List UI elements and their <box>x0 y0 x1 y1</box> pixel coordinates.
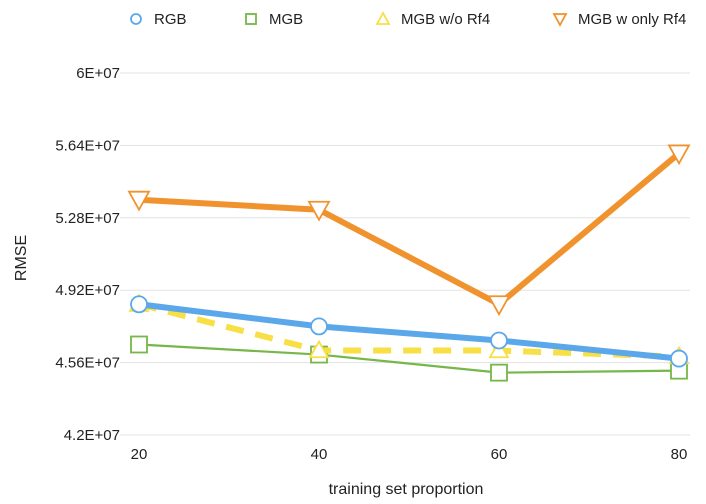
series-line <box>138 301 680 360</box>
y-tick-label: 4.92E+07 <box>55 282 120 299</box>
data-point <box>488 339 510 359</box>
data-point <box>308 339 330 359</box>
data-point <box>670 349 688 368</box>
y-axis-ticks: 4.2E+07 4.56E+07 4.92E+07 5.28E+07 5.64E+07 6… <box>55 65 120 444</box>
y-tick-label: 5.28E+07 <box>55 210 120 227</box>
x-tick-label: 40 <box>311 446 328 463</box>
series-line <box>136 150 682 308</box>
data-point <box>130 335 148 354</box>
x-tick-label: 20 <box>131 446 148 463</box>
series-mgb-w-only-rf4 <box>127 144 691 317</box>
y-tick-label: 4.56E+07 <box>55 355 120 372</box>
grid-lines <box>120 72 690 436</box>
data-point <box>307 200 331 222</box>
legend-label: MGB <box>269 11 303 28</box>
data-point <box>127 190 151 212</box>
legend-marker <box>552 13 568 27</box>
series-line <box>137 343 681 374</box>
legend-item-mgb: MGB <box>245 11 303 28</box>
legend-item-rgb: RGB <box>130 11 187 28</box>
legend-marker <box>375 11 391 25</box>
x-tick-label: 60 <box>491 446 508 463</box>
legend-item-mgb-w-only-rf4: MGB w only Rf4 <box>552 11 686 28</box>
legend: RGB MGB MGB w/o Rf4 MGB w only Rf4 <box>130 11 686 28</box>
series-rgb <box>130 295 688 368</box>
series-group <box>127 144 691 382</box>
data-point <box>490 331 508 350</box>
legend-marker <box>130 13 142 25</box>
y-tick-label: 6E+07 <box>76 65 120 82</box>
legend-label: MGB w only Rf4 <box>578 11 686 28</box>
y-tick-label: 5.64E+07 <box>55 137 120 154</box>
legend-item-mgb-w-o-rf4: MGB w/o Rf4 <box>375 11 490 28</box>
legend-label: RGB <box>154 11 187 28</box>
series-mgb <box>130 335 688 382</box>
y-tick-label: 4.2E+07 <box>64 427 120 444</box>
x-axis-title: training set proportion <box>329 481 484 498</box>
data-point <box>310 317 328 336</box>
legend-label: MGB w/o Rf4 <box>401 11 490 28</box>
data-point <box>490 363 508 382</box>
y-axis-title: RMSE <box>13 235 30 281</box>
x-tick-label: 80 <box>671 446 688 463</box>
data-point <box>130 295 148 314</box>
data-point <box>487 295 511 317</box>
series-line <box>136 301 682 362</box>
data-point <box>667 144 691 166</box>
legend-marker <box>245 13 257 25</box>
x-axis-ticks: 20 40 60 80 <box>131 446 688 463</box>
